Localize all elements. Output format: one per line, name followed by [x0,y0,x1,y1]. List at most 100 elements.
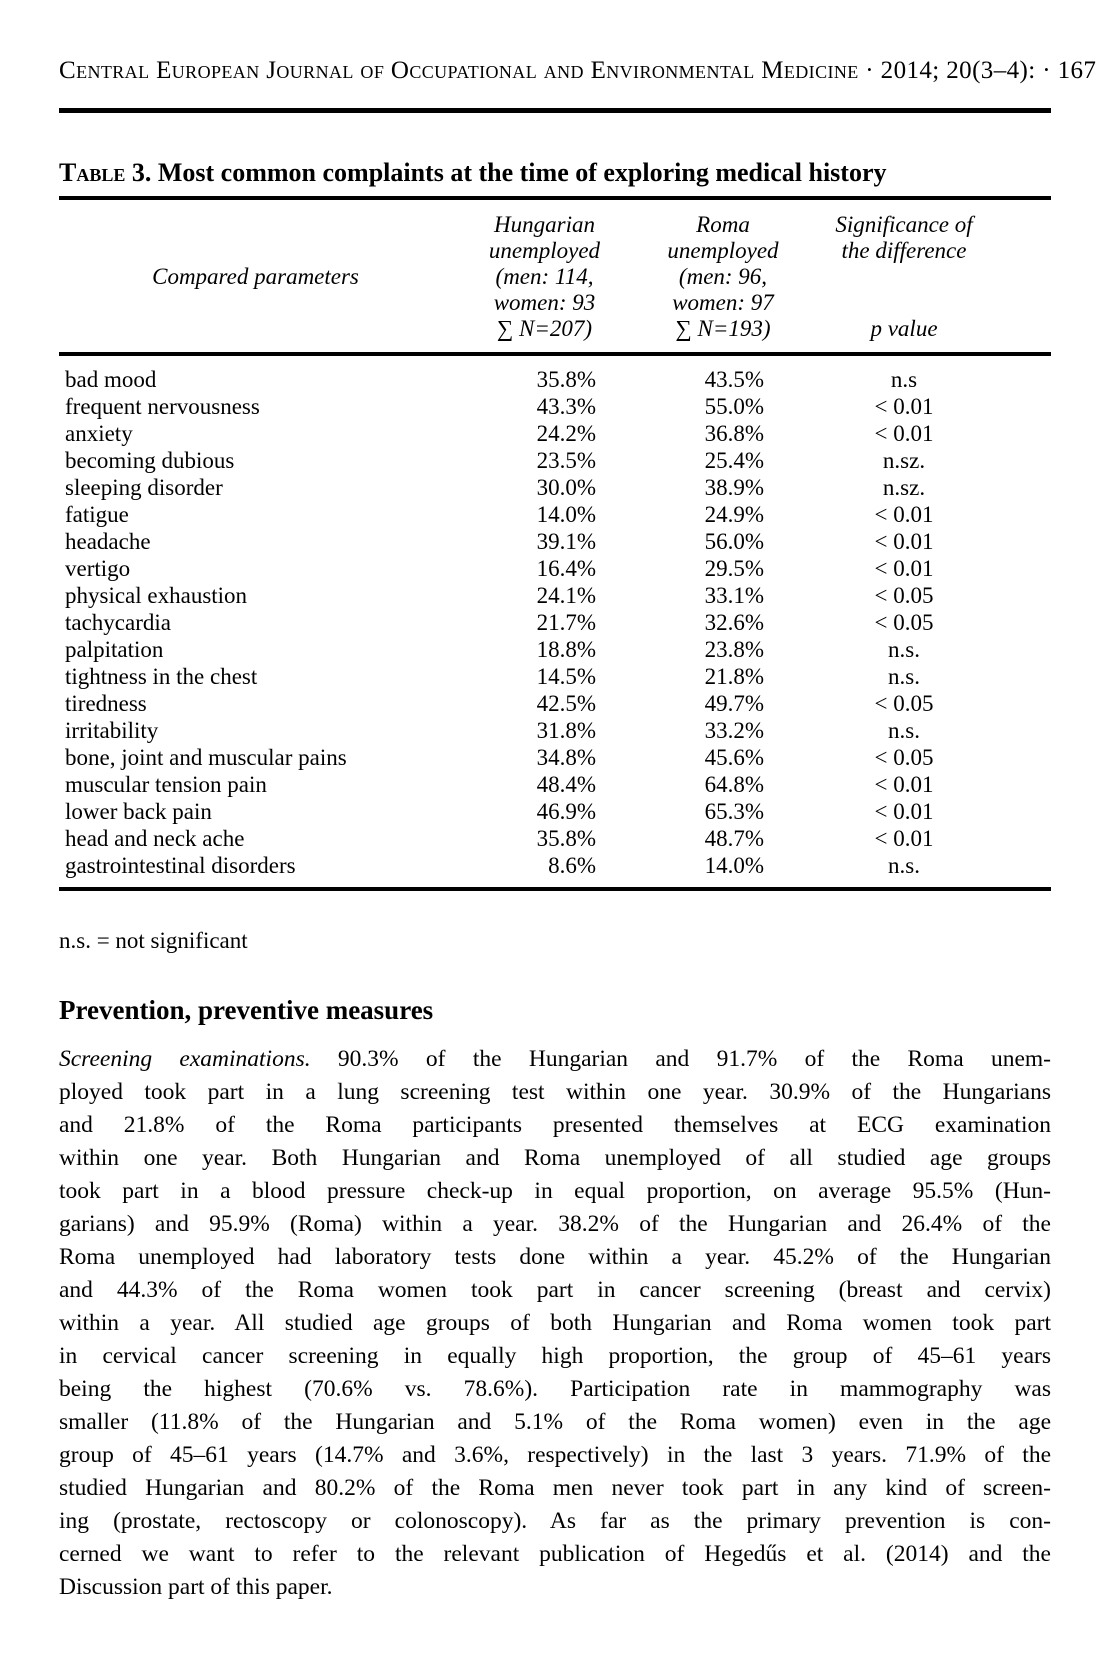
table-row: muscular tension pain 48.4% 64.8% < 0.01 [59,771,1051,798]
cell-p-value: n.sz. [882,448,926,473]
cell-roma-value: 24.9% [704,502,764,527]
cell-parameter: bone, joint and muscular pains [65,745,347,770]
cell-parameter: muscular tension pain [65,772,267,797]
cell-parameter: physical exhaustion [65,583,248,608]
cell-roma-value: 14.0% [704,853,764,878]
cell-parameter: irritability [65,718,159,743]
cell-filler [999,555,1051,582]
cell-filler [999,825,1051,852]
paragraph-line: within a year. All studied age groups of… [59,1310,1051,1336]
table-body: bad mood 35.8% 43.5% n.s frequent nervou… [59,354,1051,889]
cell-p-value: < 0.05 [874,583,934,608]
cell-filler [999,717,1051,744]
table-row: bone, joint and muscular pains 34.8% 45.… [59,744,1051,771]
paragraph-line: group of 45–61 years (14.7% and 3.6%, re… [59,1442,1051,1468]
cell-hungarian-value: 42.5% [536,691,596,716]
cell-filler [999,354,1051,393]
cell-parameter: vertigo [65,556,131,581]
paragraph-line: garians) and 95.9% (Roma) within a year.… [59,1211,1051,1237]
cell-p-value: < 0.05 [874,745,934,770]
cell-hungarian-value: 35.8% [536,826,596,851]
cell-filler [999,771,1051,798]
cell-p-value: < 0.01 [874,421,934,446]
cell-roma-value: 48.7% [704,826,764,851]
cell-p-value: < 0.05 [874,610,934,635]
table-row: vertigo 16.4% 29.5% < 0.01 [59,555,1051,582]
paragraph-line: ing (prostate, rectoscopy or colonoscopy… [59,1508,1051,1534]
section-heading: Prevention, preventive measures [59,995,434,1025]
header-rule [59,108,1051,113]
table-row: becoming dubious 23.5% 25.4% n.sz. [59,447,1051,474]
cell-p-value: < 0.01 [874,799,934,824]
cell-p-value: n.sz. [882,475,926,500]
paragraph-line: and 44.3% of the Roma women took part in… [59,1277,1051,1303]
cell-hungarian-value: 16.4% [536,556,596,581]
cell-parameter: lower back pain [65,799,212,824]
cell-filler [999,420,1051,447]
paragraph-line: studied Hungarian and 80.2% of the Roma … [59,1475,1051,1501]
cell-parameter: sleeping disorder [65,475,223,500]
cell-roma-value: 25.4% [704,448,764,473]
cell-filler [999,852,1051,889]
table-title-label: Table 3. [59,158,152,187]
cell-hungarian-value: 14.5% [536,664,596,689]
cell-roma-value: 21.8% [704,664,764,689]
cell-filler [999,528,1051,555]
cell-p-value: n.s. [888,718,920,743]
paragraph-line: cerned we want to refer to the relevant … [59,1541,1051,1567]
table-row: irritability 31.8% 33.2% n.s. [59,717,1051,744]
cell-hungarian-value: 8.6% [548,853,596,878]
cell-filler [999,393,1051,420]
paragraph-line: Discussion part of this paper. [59,1574,333,1600]
cell-p-value: < 0.01 [874,772,934,797]
cell-hungarian-value: 24.2% [536,421,596,446]
cell-parameter: tightness in the chest [65,664,258,689]
cell-hungarian-value: 18.8% [536,637,596,662]
cell-roma-value: 45.6% [704,745,764,770]
cell-filler [999,474,1051,501]
column-header-significance: Significance of the difference p value [809,198,999,356]
cell-roma-value: 43.5% [704,367,764,392]
paragraph-line: and 21.8% of the Roma participants prese… [59,1112,1051,1138]
cell-roma-value: 64.8% [704,772,764,797]
cell-hungarian-value: 30.0% [536,475,596,500]
cell-filler [999,690,1051,717]
cell-hungarian-value: 31.8% [536,718,596,743]
cell-hungarian-value: 43.3% [536,394,596,419]
cell-roma-value: 56.0% [704,529,764,554]
cell-hungarian-value: 21.7% [536,610,596,635]
cell-p-value: n.s. [888,664,920,689]
table-row: palpitation 18.8% 23.8% n.s. [59,636,1051,663]
paragraph-line: took part in a blood pressure check-up i… [59,1178,1051,1204]
paragraph-line: ployed took part in a lung screening tes… [59,1079,1051,1105]
running-head: Central European Journal of Occupational… [59,57,1097,84]
cell-roma-value: 65.3% [704,799,764,824]
table-row: head and neck ache 35.8% 48.7% < 0.01 [59,825,1051,852]
cell-roma-value: 49.7% [704,691,764,716]
cell-p-value: < 0.01 [874,502,934,527]
cell-parameter: anxiety [65,421,133,446]
column-header-hungarian-unemployed: Hungarian unemployed (men: 114, women: 9… [452,198,637,356]
cell-roma-value: 29.5% [704,556,764,581]
cell-parameter: becoming dubious [65,448,235,473]
cell-filler [999,798,1051,825]
cell-filler [999,609,1051,636]
table-row: gastrointestinal disorders 8.6% 14.0% n.… [59,852,1051,889]
table-row: frequent nervousness 43.3% 55.0% < 0.01 [59,393,1051,420]
cell-parameter: frequent nervousness [65,394,260,419]
cell-filler [999,447,1051,474]
paragraph-line: within one year. Both Hungarian and Roma… [59,1145,1051,1171]
column-header-roma-unemployed: Roma unemployed (men: 96, women: 97 ∑ N=… [637,198,809,356]
cell-p-value: < 0.01 [874,826,934,851]
table-row: headache 39.1% 56.0% < 0.01 [59,528,1051,555]
cell-hungarian-value: 48.4% [536,772,596,797]
cell-parameter: tachycardia [65,610,171,635]
column-header-compared-parameters: Compared parameters [59,198,452,356]
cell-p-value: < 0.05 [874,691,934,716]
cell-hungarian-value: 23.5% [536,448,596,473]
table-row: bad mood 35.8% 43.5% n.s [59,354,1051,393]
cell-parameter: palpitation [65,637,164,662]
cell-roma-value: 32.6% [704,610,764,635]
cell-hungarian-value: 35.8% [536,367,596,392]
cell-hungarian-value: 34.8% [536,745,596,770]
